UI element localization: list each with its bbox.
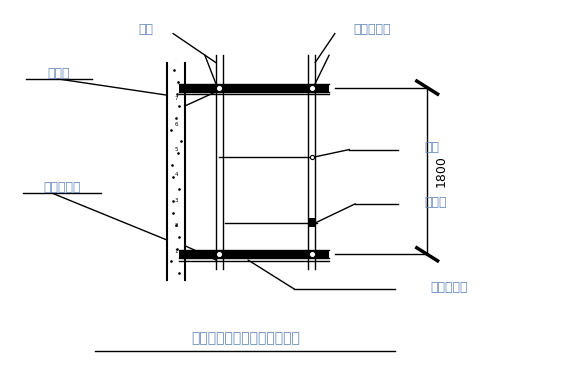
Bar xyxy=(308,219,315,227)
Text: 钢笆脚手板: 钢笆脚手板 xyxy=(430,281,468,294)
Bar xyxy=(179,84,329,92)
Text: 2: 2 xyxy=(174,223,178,228)
Text: 建筑物: 建筑物 xyxy=(48,67,70,80)
Text: 外架: 外架 xyxy=(139,24,153,36)
Text: 5: 5 xyxy=(174,147,178,152)
Text: 4: 4 xyxy=(174,173,178,177)
Text: 栏杆: 栏杆 xyxy=(424,141,440,154)
Text: 九层板隔离: 九层板隔离 xyxy=(44,181,81,194)
Text: 外架隔离、挡脚板做法示意图: 外架隔离、挡脚板做法示意图 xyxy=(191,331,300,345)
Text: 1800: 1800 xyxy=(435,155,448,187)
Text: 7: 7 xyxy=(174,96,178,101)
Text: 1: 1 xyxy=(174,248,178,254)
Text: 挡脚板: 挡脚板 xyxy=(424,196,447,209)
Bar xyxy=(179,250,329,258)
Text: 密目安全网: 密目安全网 xyxy=(354,24,391,36)
Text: 3: 3 xyxy=(174,198,178,203)
Text: 6: 6 xyxy=(174,122,178,127)
